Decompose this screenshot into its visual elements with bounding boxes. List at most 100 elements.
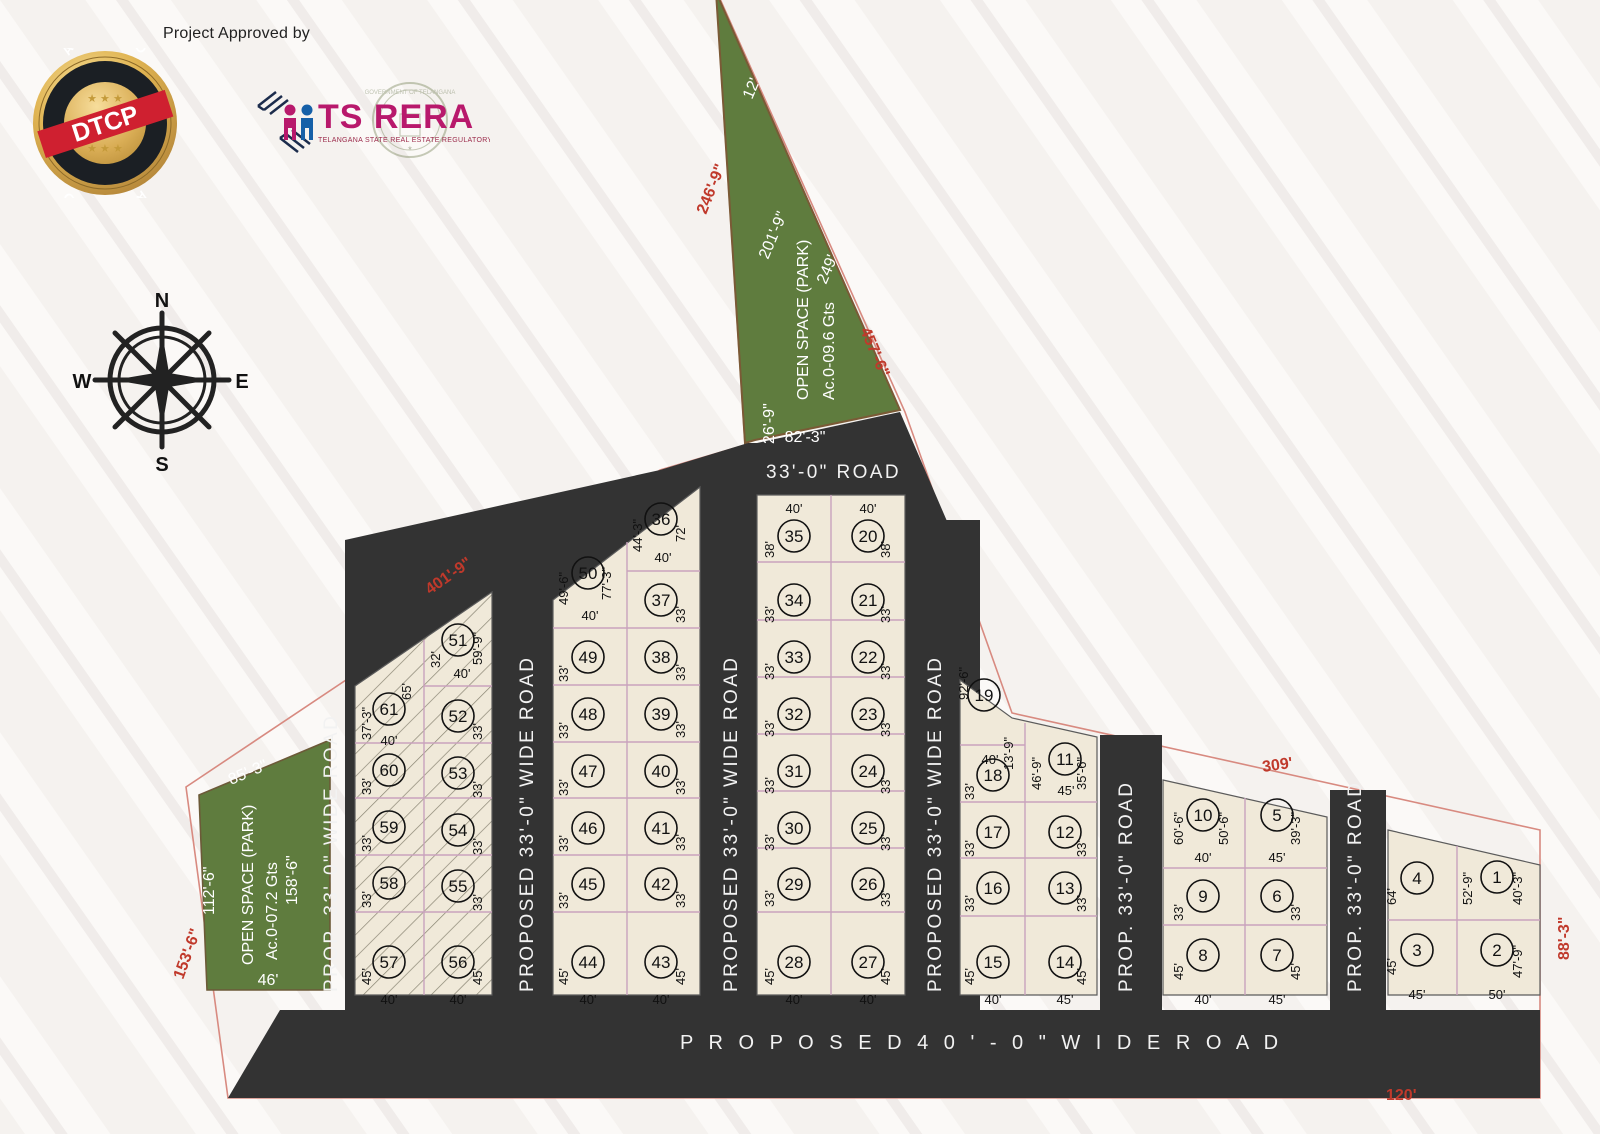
lot-22[interactable]: 22: [851, 640, 885, 674]
lot-7[interactable]: 7: [1260, 938, 1294, 972]
lot-15-dim-bottom: 40': [985, 992, 1002, 1007]
lot-34-dim-left: 33': [762, 606, 777, 623]
lot-38[interactable]: 38: [644, 640, 678, 674]
lot-59[interactable]: 59: [372, 810, 406, 844]
lot-23[interactable]: 23: [851, 697, 885, 731]
lot-26[interactable]: 26: [851, 867, 885, 901]
lot-circle: [851, 640, 885, 674]
road-block2-label: PROPOSED 33'-0" WIDE ROAD: [517, 656, 538, 992]
lot-12[interactable]: 12: [1048, 815, 1082, 849]
lot-51[interactable]: 51: [441, 623, 475, 657]
lot-34[interactable]: 34: [777, 583, 811, 617]
lot-6[interactable]: 6: [1260, 879, 1294, 913]
lot-56[interactable]: 56: [441, 945, 475, 979]
lot-15[interactable]: 15: [976, 945, 1010, 979]
lot-14[interactable]: 14: [1048, 945, 1082, 979]
lot-number: 28: [785, 953, 804, 972]
lot-45[interactable]: 45: [571, 867, 605, 901]
lot-number: 33: [785, 648, 804, 667]
lot-number: 42: [652, 875, 671, 894]
lot-circle: [851, 811, 885, 845]
lot-52[interactable]: 52: [441, 699, 475, 733]
lot-25[interactable]: 25: [851, 811, 885, 845]
park-north-labels: OPEN SPACE (PARK) Ac.0-09.6 Gts 12' 201'…: [740, 76, 841, 446]
park-west-dim-left: 112'-6": [201, 867, 218, 915]
lot-36[interactable]: 36: [644, 502, 678, 536]
lot-circle: [1400, 861, 1434, 895]
lot-11[interactable]: 11: [1048, 742, 1082, 776]
lot-24[interactable]: 24: [851, 754, 885, 788]
lot-20[interactable]: 20: [851, 519, 885, 553]
lot-9-dim-left: 33': [1171, 904, 1186, 921]
lot-13[interactable]: 13: [1048, 871, 1082, 905]
lot-56-dim-bottom: 40': [450, 992, 467, 1007]
lot-number: 22: [859, 648, 878, 667]
lot-46[interactable]: 46: [571, 811, 605, 845]
lot-28[interactable]: 28: [777, 945, 811, 979]
lot-1[interactable]: 1: [1480, 860, 1514, 894]
lot-17-dim-left: 33': [962, 840, 977, 857]
lot-27[interactable]: 27: [851, 945, 885, 979]
lot-18[interactable]: 18: [976, 758, 1010, 792]
lot-circle: [571, 811, 605, 845]
lot-9[interactable]: 9: [1186, 879, 1220, 913]
lot-circle: [1186, 938, 1220, 972]
lot-49[interactable]: 49: [571, 640, 605, 674]
lot-circle: [851, 519, 885, 553]
lot-58[interactable]: 58: [372, 866, 406, 900]
road-block4-label: PROPOSED 33'-0" WIDE ROAD: [925, 656, 946, 992]
ts-rera-logo: GOVERNMENT OF TELANGANA ★ TS RERA TELANG…: [257, 82, 490, 158]
lot-40[interactable]: 40: [644, 754, 678, 788]
lot-55[interactable]: 55: [441, 869, 475, 903]
lot-number: 26: [859, 875, 878, 894]
lot-15-dim-left: 45': [962, 968, 977, 985]
lot-2[interactable]: 2: [1480, 933, 1514, 967]
lot-circle: [644, 583, 678, 617]
lot-53[interactable]: 53: [441, 756, 475, 790]
lot-55-dim-right: 33': [470, 894, 485, 911]
lot-number: 37: [652, 591, 671, 610]
lot-8-dim-left: 45': [1171, 963, 1186, 980]
lot-4[interactable]: 4: [1400, 861, 1434, 895]
lot-10[interactable]: 10: [1186, 798, 1220, 832]
lot-30[interactable]: 30: [777, 811, 811, 845]
lot-21[interactable]: 21: [851, 583, 885, 617]
lot-number: 18: [984, 766, 1003, 785]
lot-3[interactable]: 3: [1400, 933, 1434, 967]
lot-43[interactable]: 43: [644, 945, 678, 979]
lot-31[interactable]: 31: [777, 754, 811, 788]
park-west-labels: OPEN SPACE (PARK) Ac.0-07.2 Gts 85'-3" 1…: [201, 757, 301, 989]
lot-61[interactable]: 61: [372, 692, 406, 726]
lot-33[interactable]: 33: [777, 640, 811, 674]
lot-circle: [851, 583, 885, 617]
lot-39[interactable]: 39: [644, 697, 678, 731]
lot-44[interactable]: 44: [571, 945, 605, 979]
lot-47[interactable]: 47: [571, 754, 605, 788]
lot-number: 34: [785, 591, 804, 610]
lot-circle: [644, 502, 678, 536]
lot-41[interactable]: 41: [644, 811, 678, 845]
lot-29[interactable]: 29: [777, 867, 811, 901]
lot-8[interactable]: 8: [1186, 938, 1220, 972]
lot-20-dim-top: 40': [860, 501, 877, 516]
lot-42[interactable]: 42: [644, 867, 678, 901]
lot-number: 16: [984, 879, 1003, 898]
lot-57[interactable]: 57: [372, 945, 406, 979]
lot-35[interactable]: 35: [777, 519, 811, 553]
lot-19[interactable]: 19: [967, 678, 1001, 712]
lot-37[interactable]: 37: [644, 583, 678, 617]
lot-5[interactable]: 5: [1260, 798, 1294, 832]
lot-24-dim-right: 33': [878, 777, 893, 794]
lot-60[interactable]: 60: [372, 753, 406, 787]
lot-number: 4: [1412, 869, 1421, 888]
lot-17[interactable]: 17: [976, 815, 1010, 849]
lot-54[interactable]: 54: [441, 813, 475, 847]
lot-16[interactable]: 16: [976, 871, 1010, 905]
lot-circle: [851, 754, 885, 788]
lot-32[interactable]: 32: [777, 697, 811, 731]
lot-50[interactable]: 50: [571, 556, 605, 590]
compass-north-label: N: [155, 290, 169, 312]
park-west-title: OPEN SPACE (PARK): [240, 805, 257, 965]
lot-circle: [851, 697, 885, 731]
lot-48[interactable]: 48: [571, 697, 605, 731]
